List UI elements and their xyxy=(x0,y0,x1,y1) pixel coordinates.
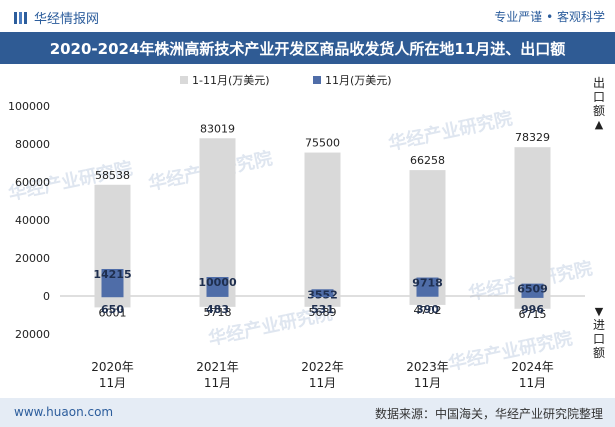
x-tick-label: 11月 xyxy=(414,376,441,390)
export-axis-label: 出口额 xyxy=(592,76,605,118)
x-tick-label: 11月 xyxy=(99,376,126,390)
y-tick-label: 20000 xyxy=(15,252,50,265)
data-label-import-monthly: 650 xyxy=(101,303,124,316)
data-label-import-monthly: 531 xyxy=(311,303,334,316)
data-label-import-cumulative: 4702 xyxy=(414,304,442,317)
bar-export-cumulative xyxy=(514,147,551,296)
legend-label-cumulative: 1-11月(万美元) xyxy=(192,74,270,87)
bar-export-monthly xyxy=(101,268,124,296)
y-tick-label: 80000 xyxy=(15,138,50,151)
legend-swatch-cumulative xyxy=(180,76,188,84)
x-tick-label: 2023年 xyxy=(406,360,449,374)
bar-import-monthly xyxy=(101,296,124,298)
y-tick-label: 20000 xyxy=(15,328,50,341)
bar-export-monthly xyxy=(206,277,229,296)
top-bar: 华经情报网 专业严谨 • 客观科学 xyxy=(0,0,615,32)
bar-import-cumulative xyxy=(199,296,236,307)
y-tick-label: 0 xyxy=(43,290,50,303)
data-label-export-cumulative: 58538 xyxy=(95,169,130,182)
bar-export-cumulative xyxy=(199,138,236,296)
x-tick-label: 11月 xyxy=(204,376,231,390)
import-axis-label: 进口额 xyxy=(592,318,605,360)
data-label-export-monthly: 6509 xyxy=(517,283,548,296)
footer-url[interactable]: www.huaon.com xyxy=(14,405,114,419)
data-label-export-cumulative: 78329 xyxy=(515,131,550,144)
bar-import-monthly xyxy=(521,296,544,298)
data-label-export-cumulative: 83019 xyxy=(200,122,235,135)
data-label-import-monthly: 390 xyxy=(416,303,439,316)
legend-label-monthly: 11月(万美元) xyxy=(325,74,392,87)
x-tick-label: 2020年 xyxy=(91,360,134,374)
footer: www.huaon.com 数据来源：中国海关，华经产业研究院整理 xyxy=(0,398,615,427)
x-tick-label: 11月 xyxy=(309,376,336,390)
bar-import-cumulative xyxy=(409,296,446,305)
up-arrow-icon: ▲ xyxy=(594,118,604,131)
bar-export-cumulative xyxy=(304,152,341,296)
data-label-export-cumulative: 75500 xyxy=(305,137,340,150)
brand: 华经情报网 xyxy=(14,8,99,27)
data-label-export-monthly: 10000 xyxy=(198,276,237,289)
watermark-text: 华经产业研究院 xyxy=(386,107,514,155)
x-tick-label: 2024年 xyxy=(511,360,554,374)
bar-export-monthly xyxy=(311,289,334,296)
data-label-import-cumulative: 5718 xyxy=(204,306,232,319)
bar-import-monthly xyxy=(311,296,334,298)
x-tick-label: 11月 xyxy=(519,376,546,390)
data-label-import-cumulative: 6715 xyxy=(519,308,547,321)
data-label-export-monthly: 3552 xyxy=(307,288,338,301)
chart-title: 2020-2024年株洲高新技术产业开发区商品收发货人所在地11月进、出口额 xyxy=(0,32,615,64)
data-label-import-monthly: 483 xyxy=(206,303,229,316)
data-label-import-cumulative: 6001 xyxy=(99,306,127,319)
bar-import-cumulative xyxy=(304,296,341,307)
data-label-import-cumulative: 5689 xyxy=(309,306,337,319)
data-label-export-cumulative: 66258 xyxy=(410,154,445,167)
data-label-export-monthly: 9718 xyxy=(412,277,443,290)
y-tick-label: 60000 xyxy=(15,176,50,189)
legend-swatch-monthly xyxy=(313,76,321,84)
bar-export-monthly xyxy=(416,277,439,296)
brand-logo-icon xyxy=(14,11,28,25)
bar-export-monthly xyxy=(521,283,544,296)
down-arrow-icon: ▼ xyxy=(594,305,604,318)
slogan: 专业严谨 • 客观科学 xyxy=(494,10,605,24)
footer-source: 数据来源：中国海关，华经产业研究院整理 xyxy=(374,407,603,421)
y-tick-label: 100000 xyxy=(8,100,50,113)
brand-name: 华经情报网 xyxy=(34,12,100,27)
chart: 华经产业研究院华经产业研究院华经产业研究院华经产业研究院华经产业研究院华经产业研… xyxy=(6,74,594,390)
x-tick-label: 2021年 xyxy=(196,360,239,374)
y-tick-label: 40000 xyxy=(15,214,50,227)
bar-export-cumulative xyxy=(409,170,446,296)
bar-import-cumulative xyxy=(514,296,551,309)
x-tick-label: 2022年 xyxy=(301,360,344,374)
bar-import-monthly xyxy=(206,296,229,297)
bar-import-cumulative xyxy=(94,296,131,308)
data-label-import-monthly: 996 xyxy=(521,303,544,316)
bar-import-monthly xyxy=(416,296,439,297)
data-label-export-monthly: 14215 xyxy=(93,268,131,281)
